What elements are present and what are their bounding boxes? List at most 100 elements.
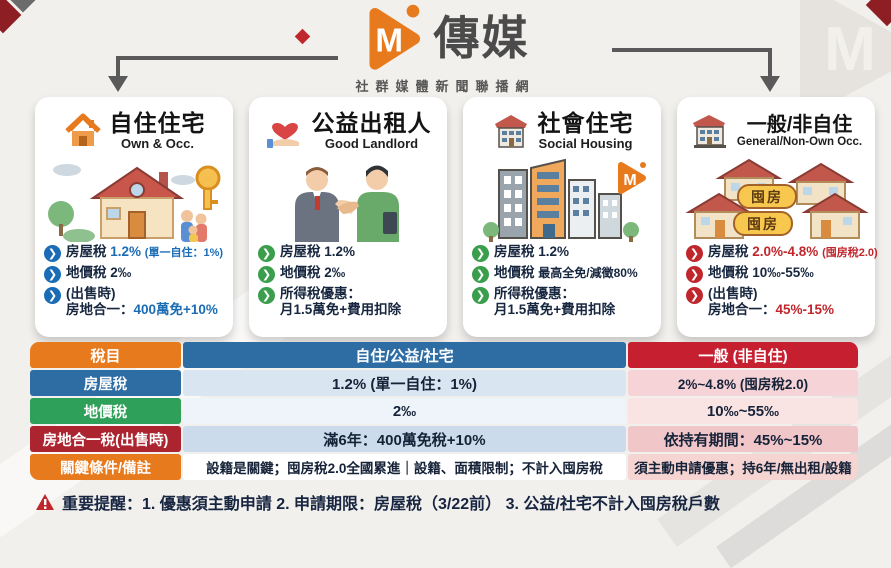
row-value-mid-2: 2‰ [183, 398, 626, 424]
card-subtitle: Good Landlord [324, 135, 419, 151]
chevron-right-icon: ❯ [258, 287, 275, 304]
card-header: 社會住宅 Social Housing [463, 97, 661, 156]
bullet-line: 地價稅 2‰ [66, 265, 131, 281]
chevron-right-icon: ❯ [686, 245, 703, 262]
card-title: 公益出租人 [311, 110, 432, 137]
bullet-segment: 房屋稅 [66, 244, 111, 259]
bullet-line: 月1.5萬免+費用扣除 [280, 302, 401, 318]
bullet-item: ❯ 房屋稅 1.2% (單一自住：1%) [44, 244, 227, 262]
bullet-segment: 房屋稅 1.2% [280, 244, 356, 259]
bullet-segment: (單一自住：1%) [144, 247, 224, 259]
handshake-illustration [249, 156, 447, 242]
bullet-segment: 月1.5萬免+費用扣除 [280, 301, 402, 317]
building-icon [491, 111, 531, 151]
category-card-social-housing: 社會住宅 Social Housing M ❯ 房屋稅 1.2% ❯ 地價稅 最高全免/… [463, 97, 661, 337]
bullet-text: 地價稅 最高全免/減徵80% [494, 265, 638, 281]
bullet-item: ❯ 地價稅 2‰ [258, 265, 441, 283]
bullet-text: 地價稅 2‰ [66, 265, 131, 281]
brand-tagline: 社群媒體新聞聯播網 [355, 79, 536, 94]
bullet-line: 房屋稅 1.2% (單一自住：1%) [66, 244, 223, 260]
card-title: 自住住宅 [109, 110, 206, 137]
m-media-logo-icon: M [368, 4, 420, 70]
card-titles: 社會住宅 Social Housing [538, 111, 634, 150]
bullet-segment: 房地合一： [66, 301, 134, 317]
bullet-segment: 地價稅 10‰-55‰ [708, 265, 814, 280]
bullet-item: ❯ 房屋稅 1.2% [258, 244, 441, 262]
bullet-line: 房地合一：45%-15% [708, 302, 834, 318]
card-bullets: ❯ 房屋稅 2.0%-4.8% (囤房稅2.0) ❯ 地價稅 10‰-55‰ ❯ (出售時… [677, 242, 878, 318]
bullet-text: (出售時) 房地合一：45%-15% [708, 286, 834, 318]
bullet-segment: 地價稅 2‰ [280, 265, 346, 280]
table-header-2: 一般 (非自住) [628, 342, 858, 368]
row-value-mid-1: 1.2% (單一自住：1%) [183, 370, 626, 396]
card-title: 一般/非自住 [746, 113, 853, 136]
bullet-text: 房屋稅 1.2% [280, 244, 355, 260]
chevron-right-icon: ❯ [686, 287, 703, 304]
bullet-line: 所得稅優惠： [280, 286, 401, 302]
bullet-segment: 45%-15% [775, 301, 835, 317]
bullet-segment: (出售時) [66, 286, 116, 301]
card-header: 一般/非自住 General/Non-Own Occ. [677, 97, 875, 156]
card-titles: 自住住宅 Own & Occ. [110, 111, 206, 150]
row-value-right-4: 須主動申請優惠；持6年/無出租/設籍 [628, 454, 858, 480]
row-value-right-3: 依持有期間：45%~15% [628, 426, 858, 452]
chevron-right-icon: ❯ [472, 245, 489, 262]
reminder-text: 重要提醒：1. 優惠須主動申請 2. 申請期限：房屋稅（3/22前） 3. 公益… [62, 496, 720, 513]
brand-header: M 傳媒 [0, 4, 891, 72]
tax-comparison-table: 稅目 自住/公益/社宅 一般 (非自住) 房屋稅 1.2% (單一自住：1%) 2%~4.… [30, 342, 860, 480]
bullet-line: 地價稅 最高全免/減徵80% [494, 265, 638, 281]
row-value-mid-4: 設籍是關鍵；囤房稅2.0全國累進｜設籍、面積限制；不計入囤房稅 [183, 454, 626, 480]
hand-heart-icon [265, 111, 305, 151]
row-label-2: 地價稅 [30, 398, 181, 424]
bullet-text: 房屋稅 2.0%-4.8% (囤房稅2.0) [708, 244, 878, 260]
hoard-badge: 囤房 [733, 211, 793, 236]
social-housing-illustration: M [463, 156, 661, 242]
card-bullets: ❯ 房屋稅 1.2% (單一自住：1%) ❯ 地價稅 2‰ ❯ (出售時) 房地合一：400… [35, 242, 233, 318]
bullet-text: 地價稅 10‰-55‰ [708, 265, 814, 281]
bullet-segment: 地價稅 [494, 265, 539, 280]
row-value-right-2: 10‰~55‰ [628, 398, 858, 424]
svg-text:M: M [623, 172, 636, 189]
bullet-segment: 所得稅優惠： [494, 286, 575, 301]
bullet-text: 地價稅 2‰ [280, 265, 345, 281]
category-card-own-occ: 自住住宅 Own & Occ. ❯ 房屋稅 1.2% (單一自住：1%) ❯ 地價稅 2… [35, 97, 233, 337]
card-titles: 一般/非自住 General/Non-Own Occ. [736, 113, 863, 148]
house-icon [63, 111, 103, 151]
bullet-item: ❯ 地價稅 2‰ [44, 265, 227, 283]
bullet-item: ❯ 房屋稅 1.2% [472, 244, 655, 262]
bullet-segment: 房屋稅 1.2% [494, 244, 570, 259]
category-card-good-landlord: 公益出租人 Good Landlord ❯ 房屋稅 1.2% ❯ 地價稅 2‰ ❯ 所得稅優… [249, 97, 447, 337]
chevron-right-icon: ❯ [44, 266, 61, 283]
card-bullets: ❯ 房屋稅 1.2% ❯ 地價稅 2‰ ❯ 所得稅優惠： 月1.5萬免+費用扣除 [249, 242, 447, 318]
table-header-1: 自住/公益/社宅 [183, 342, 626, 368]
bullet-item: ❯ 地價稅 最高全免/減徵80% [472, 265, 655, 283]
chevron-right-icon: ❯ [258, 245, 275, 262]
row-label-1: 房屋稅 [30, 370, 181, 396]
row-value-mid-3: 滿6年：400萬免稅+10% [183, 426, 626, 452]
card-subtitle: General/Non-Own Occ. [736, 135, 863, 148]
bullet-text: (出售時) 房地合一：400萬免+10% [66, 286, 218, 318]
bullet-item: ❯ 所得稅優惠： 月1.5萬免+費用扣除 [258, 286, 441, 318]
bullet-segment: (出售時) [708, 286, 758, 301]
bullet-item: ❯ 房屋稅 2.0%-4.8% (囤房稅2.0) [686, 244, 878, 262]
hoarding-houses-illustration: 囤房 囤房 [677, 156, 875, 242]
bullet-text: 所得稅優惠： 月1.5萬免+費用扣除 [494, 286, 615, 318]
category-card-general-non-own: 一般/非自住 General/Non-Own Occ. 囤房 囤房 ❯ 房屋稅 2.0%… [677, 97, 878, 337]
bullet-segment: 400萬免+10% [133, 301, 218, 317]
bullet-text: 房屋稅 1.2% [494, 244, 569, 260]
bullet-segment: 1.2% [110, 244, 145, 259]
bullet-segment: 所得稅優惠： [280, 286, 361, 301]
chevron-right-icon: ❯ [472, 266, 489, 283]
chevron-right-icon: ❯ [44, 287, 61, 304]
card-header: 自住住宅 Own & Occ. [35, 97, 233, 156]
svg-text:M: M [375, 22, 403, 59]
chevron-right-icon: ❯ [258, 266, 275, 283]
bullet-segment: 月1.5萬免+費用扣除 [494, 301, 616, 317]
alert-icon [36, 493, 54, 510]
bullet-line: 房屋稅 1.2% [494, 244, 569, 260]
hoard-badge: 囤房 [737, 184, 797, 209]
chevron-right-icon: ❯ [472, 287, 489, 304]
bullet-segment: (囤房稅2.0) [822, 247, 878, 259]
bullet-line: (出售時) [66, 286, 218, 302]
bullet-line: 地價稅 2‰ [280, 265, 345, 281]
